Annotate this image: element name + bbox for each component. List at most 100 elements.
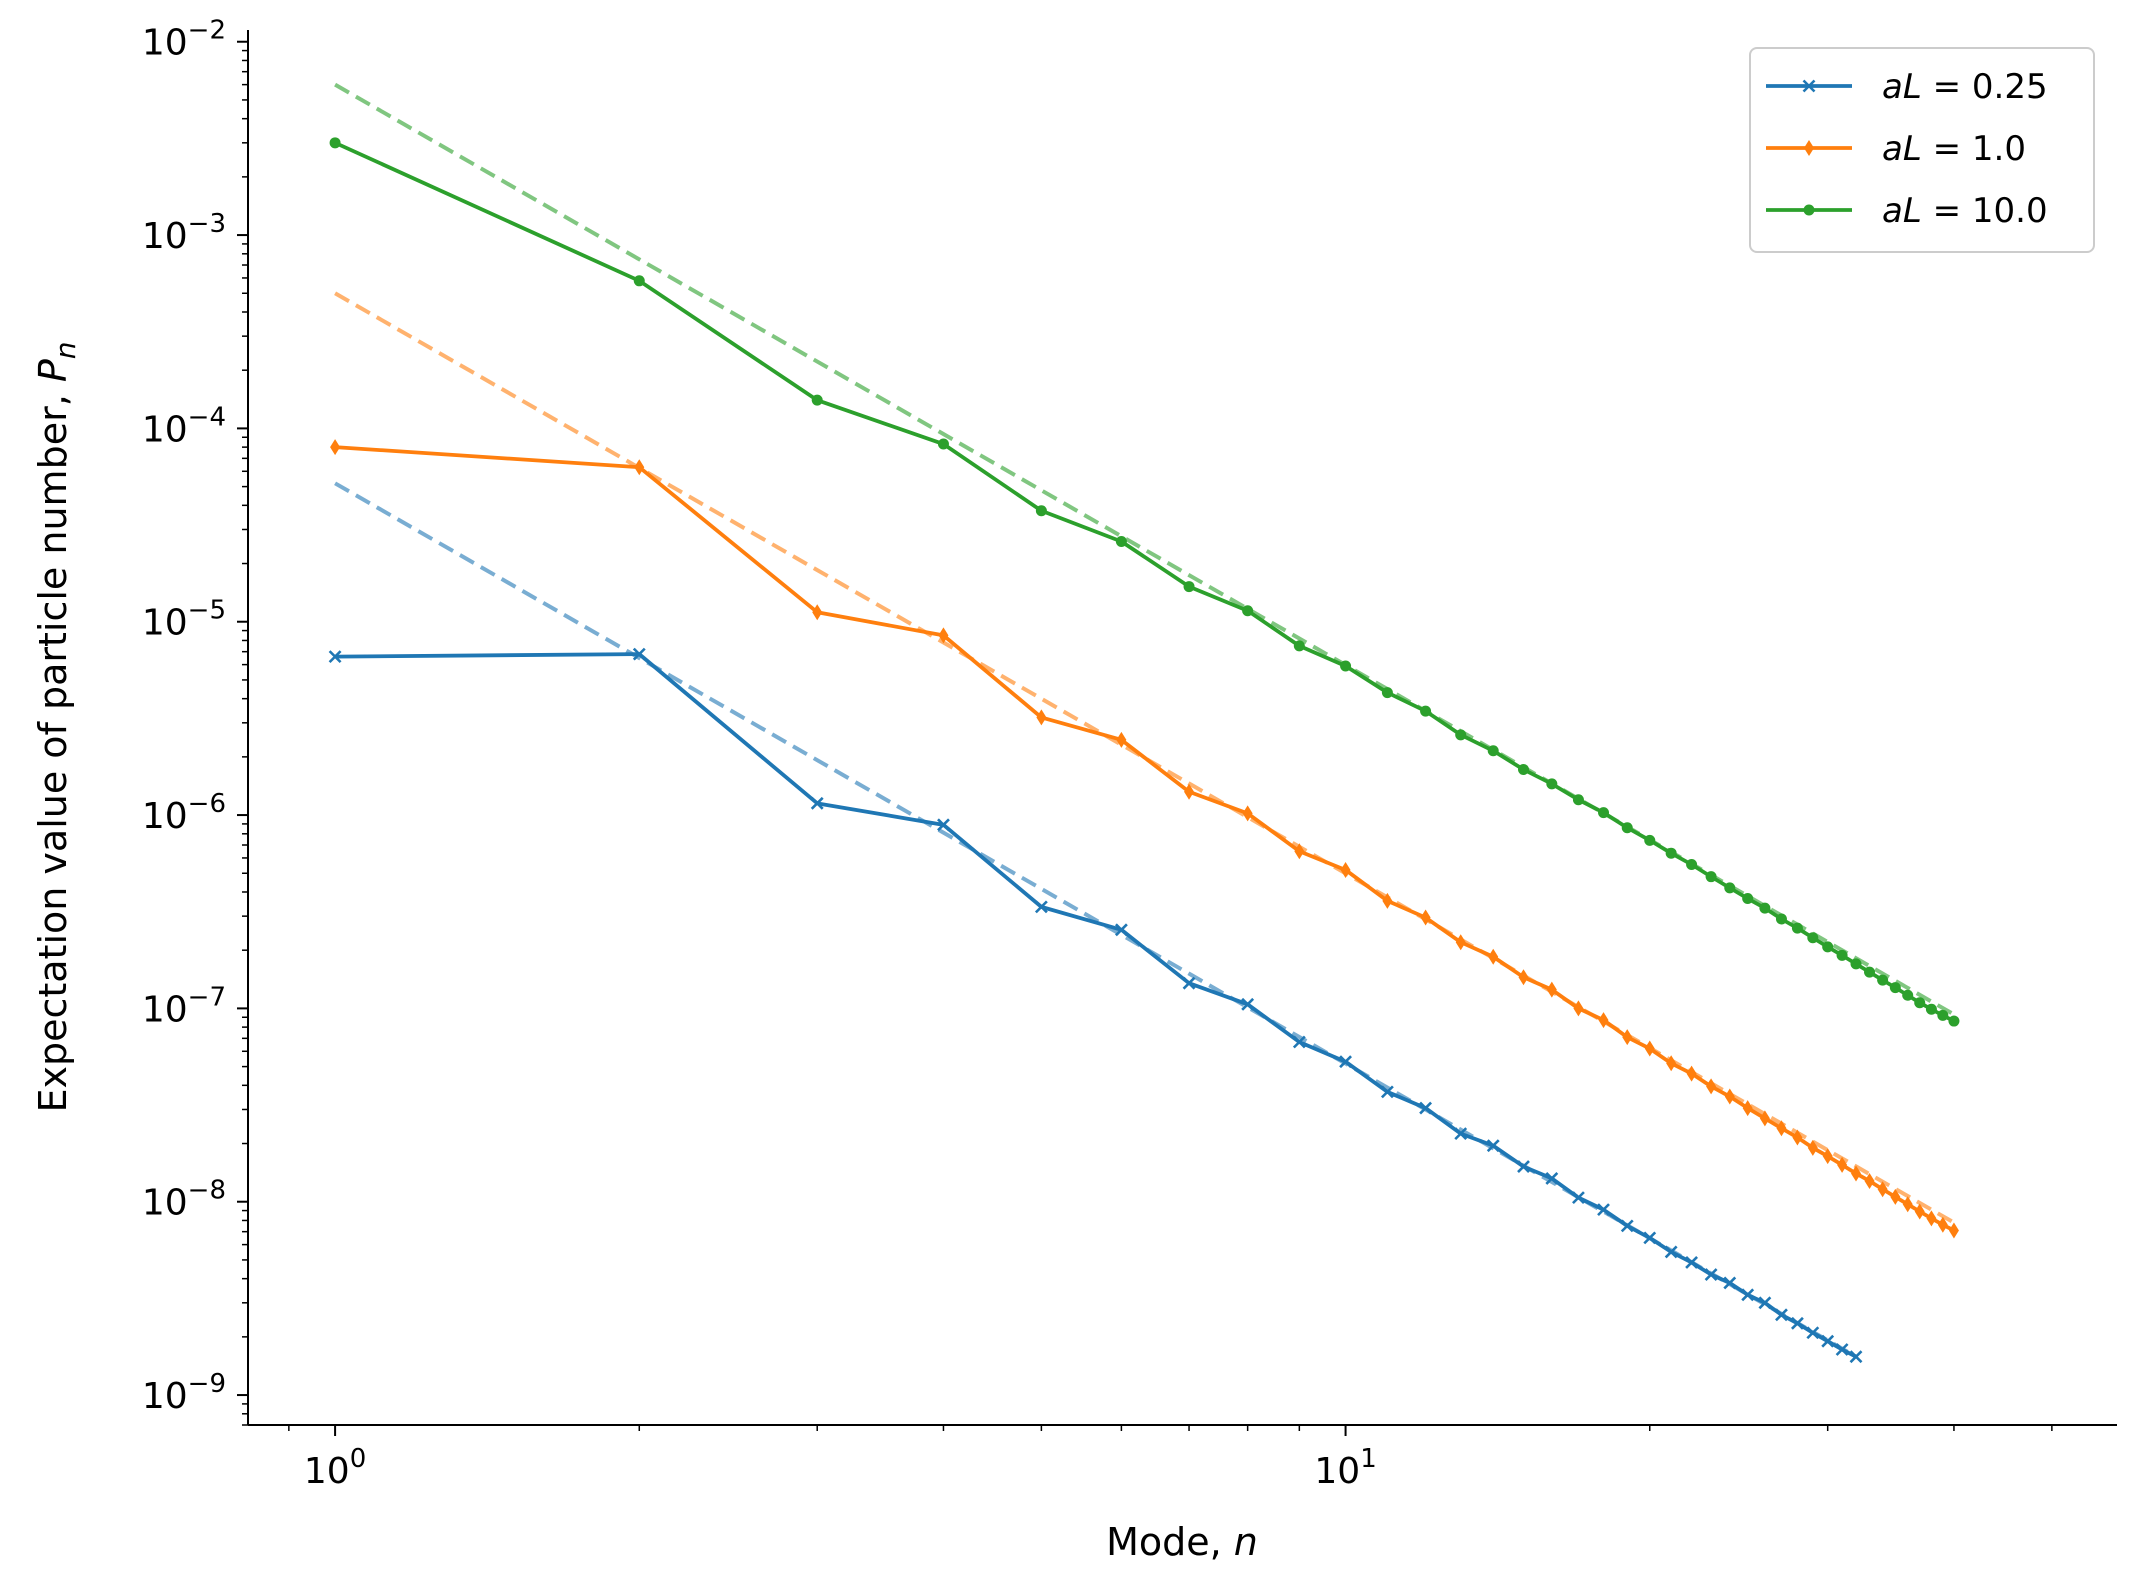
- legend-marker: [1804, 140, 1814, 156]
- data-point: [1775, 913, 1787, 925]
- data-point: [1572, 1191, 1585, 1205]
- legend-label: aL = 1.0: [1882, 129, 2026, 169]
- data-point: [1686, 1065, 1697, 1082]
- data-point: [1643, 1231, 1657, 1245]
- data-point: [1381, 687, 1393, 699]
- data-point: [1877, 974, 1889, 986]
- data-point: [1573, 1000, 1584, 1017]
- data-point: [1487, 745, 1499, 757]
- data-point: [937, 438, 949, 450]
- data-point: [1294, 843, 1305, 860]
- legend-marker: [1803, 204, 1815, 216]
- series-0: [328, 481, 1863, 1364]
- data-point: [1902, 989, 1914, 1001]
- data-point: [1644, 1040, 1655, 1057]
- data-point: [1822, 1148, 1833, 1165]
- data-point: [1724, 1088, 1735, 1105]
- data-point: [1806, 1326, 1820, 1340]
- data-point: [1851, 1165, 1862, 1182]
- data-point: [1776, 1120, 1787, 1137]
- data-point: [1292, 1035, 1306, 1049]
- data-point: [1724, 882, 1736, 894]
- data-point: [1849, 1350, 1863, 1364]
- data-point: [1685, 1256, 1698, 1269]
- data-point: [1184, 783, 1195, 800]
- data-point: [1926, 1210, 1937, 1227]
- data-point: [1948, 1222, 1959, 1239]
- data-point: [1937, 1216, 1948, 1233]
- data-point: [1545, 1171, 1559, 1185]
- data-point: [1454, 1127, 1468, 1141]
- data-point: [1517, 1160, 1530, 1173]
- data-point: [1242, 805, 1253, 822]
- data-point: [1420, 909, 1431, 926]
- data-point: [1340, 861, 1351, 878]
- data-point: [1837, 1156, 1848, 1173]
- data-point: [1183, 581, 1195, 593]
- data-point: [1598, 1012, 1609, 1029]
- y-tick-label: 10−2: [142, 16, 226, 64]
- data-point: [1792, 1129, 1803, 1146]
- data-point: [1546, 778, 1558, 790]
- data-point: [1380, 1085, 1394, 1099]
- data-point: [1488, 948, 1499, 965]
- data-point: [1546, 981, 1557, 998]
- data-point: [1775, 1308, 1788, 1322]
- axes: [247, 30, 2117, 1426]
- legend-item: aL = 1.0: [1766, 129, 2026, 169]
- y-tick-label: 10−3: [142, 209, 226, 257]
- ticks: 10−2 10−3 10−4 10−5 10−6 10−7 10−8 10−9 100 101: [142, 16, 2053, 1492]
- data-point: [1890, 1188, 1901, 1205]
- data-point: [1705, 871, 1717, 883]
- data-point: [1925, 1003, 1937, 1015]
- legend-label: aL = 0.25: [1882, 67, 2048, 107]
- data-point: [1597, 1203, 1610, 1217]
- y-axis-label: Expectation value of particle number, Pn: [31, 341, 82, 1112]
- y-tick-label: 10−6: [142, 789, 226, 837]
- data-point: [1116, 731, 1127, 748]
- data-point: [1420, 705, 1432, 717]
- data-point: [1723, 1276, 1737, 1290]
- data-point: [1914, 997, 1926, 1009]
- y-tick-label: 10−9: [142, 1369, 226, 1417]
- series-line: [334, 445, 1955, 1233]
- data-point: [1622, 1029, 1633, 1046]
- series-line: [335, 652, 1857, 1359]
- data-point: [1889, 982, 1901, 994]
- data-point: [1741, 1288, 1755, 1302]
- y-tick-label: 10−4: [142, 402, 226, 450]
- data-point: [1742, 1100, 1753, 1117]
- fit-line: [334, 481, 1858, 1359]
- legend: aL = 0.25 aL = 1.0 aL = 10.0: [1749, 47, 2095, 253]
- data-point: [632, 647, 646, 661]
- data-point: [330, 439, 341, 456]
- data-point: [1664, 1245, 1678, 1259]
- x-axis-label: Mode, n: [1106, 1520, 1258, 1564]
- data-point: [1242, 605, 1254, 617]
- data-point: [1114, 923, 1128, 937]
- plot-area: [328, 82, 1960, 1364]
- data-point: [1835, 1343, 1849, 1356]
- data-point: [1836, 949, 1848, 961]
- data-point: [1339, 1055, 1352, 1069]
- y-tick-label: 10−8: [142, 1176, 226, 1224]
- data-point: [1948, 1015, 1960, 1027]
- data-point: [1419, 1101, 1432, 1115]
- data-point: [1572, 794, 1584, 806]
- data-point: [1758, 1296, 1772, 1310]
- data-point: [1455, 729, 1467, 741]
- data-point: [937, 818, 950, 832]
- data-point: [811, 394, 823, 406]
- y-tick-label: 10−7: [142, 982, 226, 1030]
- x-tick-label: 100: [304, 1444, 366, 1492]
- data-point: [1665, 847, 1677, 859]
- data-point: [1036, 709, 1047, 726]
- data-point: [1902, 1196, 1913, 1213]
- legend-label: aL = 10.0: [1882, 191, 2048, 231]
- series-2: [329, 82, 1960, 1027]
- data-point: [1822, 941, 1834, 953]
- legend-item: aL = 10.0: [1766, 191, 2048, 231]
- data-point: [328, 650, 342, 664]
- data-point: [1864, 1172, 1875, 1189]
